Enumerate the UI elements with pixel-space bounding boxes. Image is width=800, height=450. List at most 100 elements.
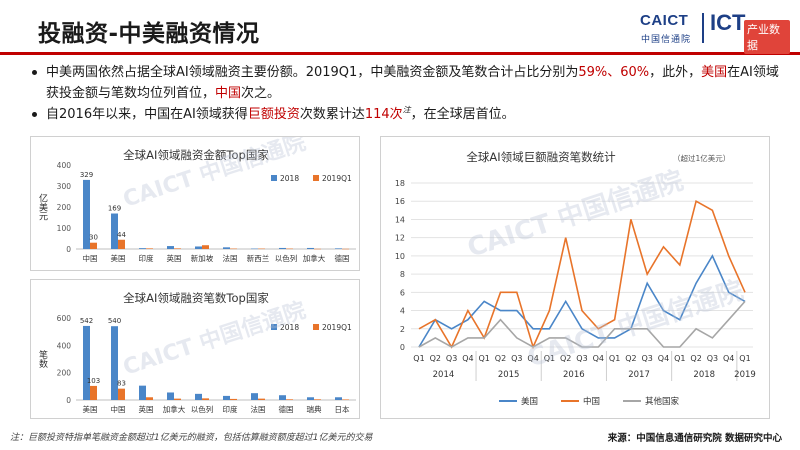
y-tick-label: 0 bbox=[400, 343, 405, 352]
x-tick-label: 法国 bbox=[223, 253, 238, 263]
legend-label: 中国 bbox=[583, 396, 600, 407]
y-tick-label: 18 bbox=[395, 179, 405, 188]
bullet-1-highlight-share: 59%、60% bbox=[578, 65, 650, 80]
y-axis-label: 笔数 bbox=[37, 349, 48, 369]
y-tick-label: 4 bbox=[400, 307, 405, 316]
bar bbox=[202, 245, 209, 249]
bar bbox=[314, 248, 321, 250]
bullet-1: 中美两国依然占据全球AI领域融资主要份额。2019Q1，中美融资金额及笔数合计占… bbox=[30, 62, 780, 104]
x-tick-label: 中国 bbox=[111, 404, 126, 414]
x-tick-label: Q3 bbox=[511, 354, 522, 363]
x-tick-label: Q2 bbox=[430, 354, 441, 363]
bar bbox=[118, 388, 125, 400]
y-tick-label: 100 bbox=[57, 224, 72, 233]
legend-label: 其他国家 bbox=[645, 396, 680, 407]
data-label: 30 bbox=[89, 234, 98, 242]
bar bbox=[258, 398, 265, 400]
x-tick-label: 加拿大 bbox=[303, 253, 326, 263]
bar bbox=[307, 247, 314, 249]
y-tick-label: 400 bbox=[57, 161, 72, 170]
chart-subtitle: （超过1亿美元） bbox=[673, 153, 730, 163]
data-label: 103 bbox=[87, 377, 100, 385]
bar bbox=[111, 326, 118, 400]
x-tick-label: Q1 bbox=[479, 354, 490, 363]
bar bbox=[167, 246, 174, 249]
x-tick-label: 瑞典 bbox=[307, 404, 322, 414]
bar bbox=[342, 399, 349, 400]
bullet-2-text-a: 自2016年以来，中国在AI领域获得 bbox=[46, 107, 248, 122]
x-tick-label: Q1 bbox=[544, 354, 555, 363]
x-tick-label: Q2 bbox=[560, 354, 571, 363]
bullet-1-text-c: 在AI领域获投金额与笔数均位列首位， bbox=[46, 65, 779, 101]
y-axis-label: 亿美元 bbox=[37, 192, 48, 221]
bar bbox=[146, 397, 153, 400]
bullet-list: 中美两国依然占据全球AI领域融资主要份额。2019Q1，中美融资金额及笔数合计占… bbox=[30, 62, 780, 125]
x-tick-label: Q3 bbox=[642, 354, 653, 363]
y-tick-label: 14 bbox=[395, 215, 405, 224]
data-label: 540 bbox=[108, 317, 121, 325]
bar bbox=[90, 385, 97, 400]
x-tick-label: 中国 bbox=[83, 253, 98, 263]
logo-ict-text: ICT bbox=[710, 10, 746, 35]
bar bbox=[118, 239, 125, 249]
bullet-1-highlight-usa: 美国 bbox=[701, 65, 728, 80]
legend-label: 美国 bbox=[521, 396, 538, 407]
x-tick-label: Q3 bbox=[446, 354, 457, 363]
chart-title: 全球AI领域巨额融资笔数统计 bbox=[466, 150, 616, 164]
x-tick-label: Q3 bbox=[576, 354, 587, 363]
data-label: 83 bbox=[117, 380, 126, 388]
series-line bbox=[418, 254, 746, 348]
bullet-1-text-d: 次之。 bbox=[241, 86, 281, 101]
bar bbox=[83, 179, 90, 249]
legend-label: 2019Q1 bbox=[322, 174, 352, 183]
count-chart-panel: 全球AI领域融资笔数Top国家 笔数 0 200 400 600 美国 542 103 中国 540… bbox=[30, 279, 360, 419]
bar bbox=[279, 247, 286, 249]
footer-note: 注：巨额投资特指单笔融资金额超过1亿美元的融资，包括估算融资额度超过1亿美元的交… bbox=[10, 433, 373, 443]
y-tick-label: 200 bbox=[57, 203, 72, 212]
y-tick-label: 400 bbox=[57, 341, 72, 350]
y-tick-label: 600 bbox=[57, 314, 72, 323]
x-year-label: 2014 bbox=[433, 370, 455, 380]
data-label: 44 bbox=[117, 231, 126, 239]
header: 投融资-中美融资情况 CAICT 中国信通院 ICT 产业数据 bbox=[0, 0, 800, 58]
bar bbox=[195, 246, 202, 249]
y-tick-label: 0 bbox=[66, 396, 71, 405]
legend-label: 2019Q1 bbox=[322, 323, 352, 332]
legend-swatch bbox=[313, 324, 319, 330]
bar bbox=[90, 242, 97, 249]
bar bbox=[307, 397, 314, 400]
data-label: 169 bbox=[108, 205, 121, 213]
legend-swatch bbox=[313, 175, 319, 181]
x-tick-label: Q4 bbox=[593, 354, 604, 363]
x-tick-label: Q1 bbox=[413, 354, 424, 363]
x-tick-label: 日本 bbox=[335, 404, 350, 414]
bar bbox=[335, 397, 342, 400]
x-tick-label: 德国 bbox=[279, 404, 294, 414]
mega-deals-chart-panel: 全球AI领域巨额融资笔数统计 （超过1亿美元） 0 2 4 6 8 10 12 14 16 18 Q1 Q… bbox=[380, 136, 770, 419]
bar bbox=[230, 248, 237, 250]
x-year-label: 2015 bbox=[498, 370, 520, 380]
legend-swatch bbox=[271, 324, 277, 330]
x-tick-label: 英国 bbox=[139, 404, 154, 414]
x-tick-label: 美国 bbox=[111, 253, 126, 263]
x-tick-label: Q1 bbox=[674, 354, 685, 363]
x-tick-label: 以色列 bbox=[275, 253, 298, 263]
y-tick-label: 8 bbox=[400, 270, 405, 279]
bar bbox=[251, 248, 258, 250]
legend-label: 2018 bbox=[280, 174, 299, 183]
bar bbox=[139, 385, 146, 400]
y-tick-label: 10 bbox=[395, 252, 405, 261]
bar bbox=[195, 393, 202, 400]
x-tick-label: Q4 bbox=[658, 354, 669, 363]
amount-chart-panel: 全球AI领域融资金额Top国家 亿美元 0 100 200 300 400 中国 329 30 美国… bbox=[30, 136, 360, 271]
x-year-label: 2017 bbox=[628, 370, 650, 380]
bar bbox=[342, 248, 349, 250]
x-tick-label: Q4 bbox=[527, 354, 538, 363]
bar bbox=[230, 398, 237, 400]
y-tick-label: 200 bbox=[57, 369, 72, 378]
x-year-label: 2018 bbox=[693, 370, 715, 380]
x-tick-label: Q2 bbox=[625, 354, 636, 363]
x-tick-label: 新西兰 bbox=[247, 253, 270, 263]
logo-sub-text: 产业数据 bbox=[744, 20, 790, 54]
